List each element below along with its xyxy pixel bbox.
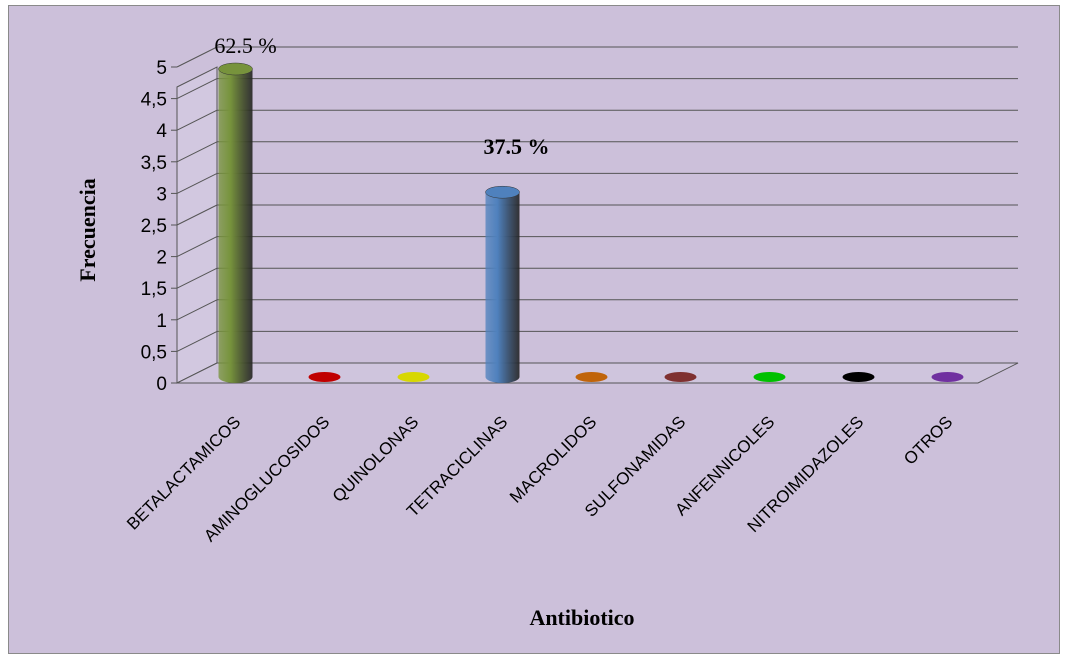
gridline-diag <box>176 204 218 226</box>
grid-layer <box>171 46 1019 384</box>
y-tick-label: 4,5 <box>141 90 167 111</box>
bar-top <box>218 62 253 76</box>
bar <box>753 372 786 382</box>
y-tick-labels: 0 0,5 1 1,5 2 2,5 3 3,5 4 4,5 5 <box>141 58 168 395</box>
bar-zero <box>753 372 786 382</box>
bar-zero <box>664 372 697 382</box>
bar-body <box>218 69 253 383</box>
y-tick-label: 1,5 <box>141 279 167 300</box>
gridline-diag <box>176 141 218 163</box>
data-labels: 62.5 % 37.5 % <box>214 33 549 159</box>
data-label: 62.5 % <box>214 33 276 58</box>
data-label: 37.5 % <box>484 134 550 159</box>
bar <box>397 372 430 382</box>
category-label: QUINOLONAS <box>329 412 423 506</box>
y-axis-title: Frecuencia <box>75 178 100 281</box>
y-tick-label: 1 <box>156 311 167 332</box>
bar-zero <box>842 372 875 382</box>
gridline-diag <box>176 299 218 321</box>
bar-zero <box>397 372 430 382</box>
gridline-diag <box>176 172 218 194</box>
gridline-diag <box>176 109 218 131</box>
bar-layer <box>218 62 964 383</box>
bar <box>931 372 964 382</box>
x-axis-title: Antibiotico <box>529 605 634 630</box>
gridline-diag <box>176 330 218 352</box>
y-tick-label: 2 <box>156 248 167 269</box>
category-label: MACROLIDOS <box>506 412 600 506</box>
y-tick-label: 4 <box>156 121 167 142</box>
bar <box>664 372 697 382</box>
gridline-diag <box>176 267 218 289</box>
bar <box>308 372 341 382</box>
bar-zero <box>931 372 964 382</box>
bar-body <box>485 192 520 383</box>
bar <box>485 185 520 383</box>
bar <box>218 62 253 383</box>
bar <box>575 372 608 382</box>
y-tick-label: 3,5 <box>141 153 167 174</box>
gridline-diag <box>176 46 218 68</box>
y-tick-label: 2,5 <box>141 216 167 237</box>
y-tick-label: 5 <box>156 58 167 79</box>
bar-zero <box>308 372 341 382</box>
side-wall <box>176 66 218 384</box>
bar <box>842 372 875 382</box>
y-tick-label: 0,5 <box>141 342 167 363</box>
gridline-diag <box>176 236 218 258</box>
bar-top <box>485 185 520 199</box>
y-tick-label: 0 <box>156 374 167 395</box>
x-category-labels: BETALACTAMICOSAMINOGLUCOSIDOSQUINOLONAST… <box>123 412 956 545</box>
gridline-diag <box>176 78 218 100</box>
category-label: OTROS <box>900 412 956 468</box>
bar-zero <box>575 372 608 382</box>
y-tick-label: 3 <box>156 184 167 205</box>
